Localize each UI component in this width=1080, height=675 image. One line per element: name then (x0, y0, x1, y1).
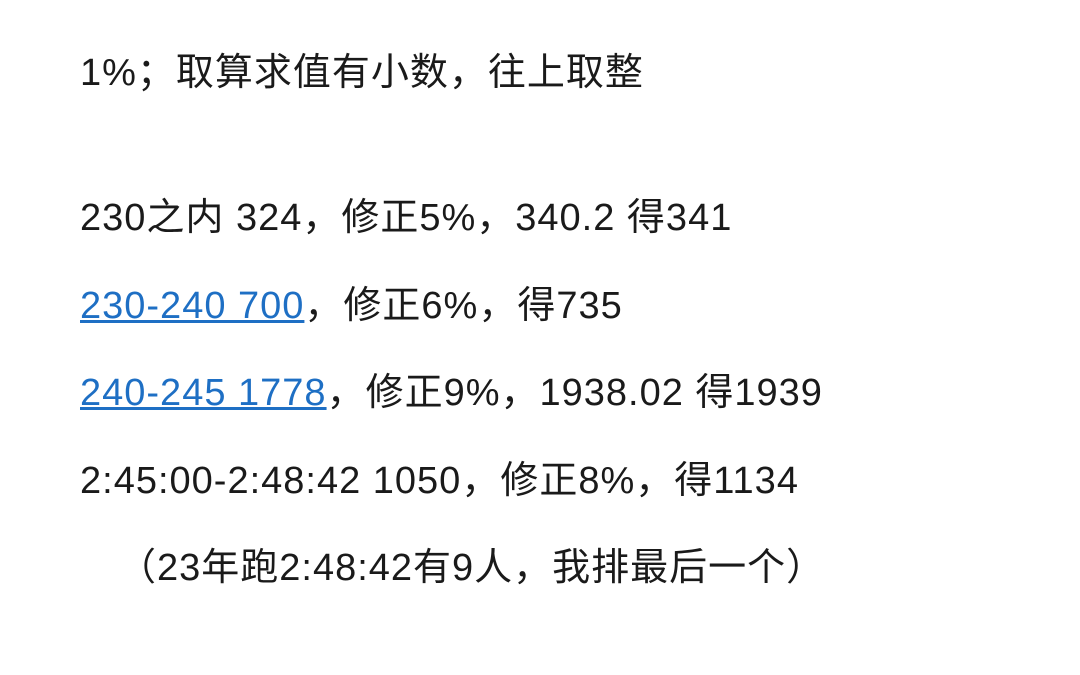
line-2: 230之内 324，修正5%，340.2 得341 (80, 175, 1000, 262)
line-4-rest: ，修正9%，1938.02 得1939 (327, 372, 823, 414)
link-240-245[interactable]: 240-245 1778 (80, 372, 327, 414)
line-4: 240-245 1778，修正9%，1938.02 得1939 (80, 350, 1000, 437)
line-2-text: 230之内 324，修正5%，340.2 得341 (80, 197, 732, 239)
link-230-240[interactable]: 230-240 700 (80, 285, 304, 327)
line-6: （23年跑2:48:42有9人，我排最后一个） (80, 525, 1000, 612)
line-5: 2:45:00-2:48:42 1050，修正8%，得1134 (80, 438, 1000, 525)
line-3: 230-240 700，修正6%，得735 (80, 263, 1000, 350)
line-6-text: （23年跑2:48:42有9人，我排最后一个） (118, 547, 825, 589)
line-3-rest: ，修正6%，得735 (304, 285, 622, 327)
text-content: 1%；取算求值有小数，往上取整 230之内 324，修正5%，340.2 得34… (80, 30, 1000, 612)
line-1: 1%；取算求值有小数，往上取整 (80, 30, 1000, 117)
line-5-text: 2:45:00-2:48:42 1050，修正8%，得1134 (80, 460, 799, 502)
line-1-text: 1%；取算求值有小数，往上取整 (80, 52, 644, 94)
